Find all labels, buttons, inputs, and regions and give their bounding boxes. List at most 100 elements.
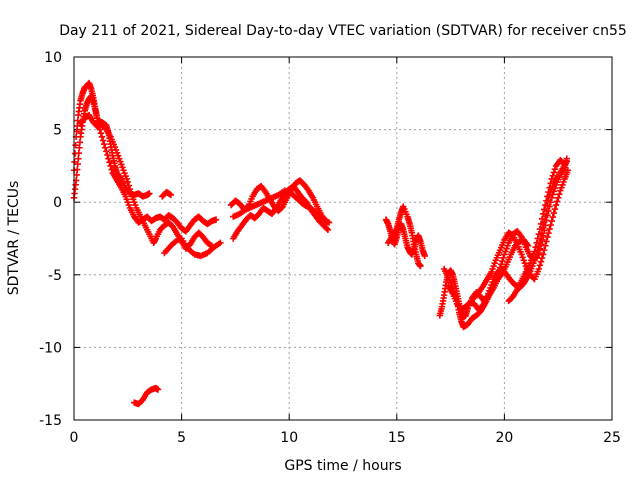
data-point <box>536 262 544 269</box>
data-point <box>320 214 327 222</box>
data-series-track-e <box>159 188 175 200</box>
data-point <box>560 160 567 167</box>
y-tick-label: 5 <box>53 123 62 139</box>
data-point <box>537 220 545 228</box>
data-series-track-b <box>70 93 220 235</box>
data-point <box>545 207 552 215</box>
data-point <box>551 184 559 192</box>
data-point <box>499 257 506 265</box>
data-point <box>71 158 78 166</box>
data-point <box>105 155 112 162</box>
data-series-track-h <box>230 187 327 222</box>
data-point <box>542 242 549 249</box>
y-tick-label: -5 <box>48 268 62 284</box>
data-point <box>543 217 550 224</box>
data-point <box>556 191 563 198</box>
data-point <box>547 199 554 206</box>
data-point <box>550 169 558 176</box>
data-point <box>278 204 285 211</box>
data-point <box>550 188 558 195</box>
data-point <box>555 194 562 202</box>
data-point <box>154 386 162 393</box>
data-point <box>553 198 561 205</box>
data-point <box>542 222 549 229</box>
data-series-track-o <box>471 167 572 302</box>
data-point <box>496 264 504 271</box>
data-point <box>76 144 83 151</box>
plot-frame <box>73 56 613 421</box>
data-point <box>539 232 547 239</box>
data-point <box>500 254 507 261</box>
data-point <box>541 227 548 234</box>
data-point <box>531 248 538 255</box>
data-point <box>535 265 543 273</box>
data-point <box>212 216 220 223</box>
data-series-track-k <box>384 203 424 270</box>
data-point <box>107 162 114 170</box>
data-point <box>546 203 553 210</box>
data-point <box>74 166 81 173</box>
data-point <box>75 155 82 162</box>
data-point <box>538 215 546 223</box>
y-tick-label: -15 <box>39 413 62 429</box>
data-point <box>73 128 80 135</box>
data-point <box>167 191 175 199</box>
data-point <box>74 160 81 168</box>
data-point <box>547 221 554 229</box>
data-point <box>541 246 548 254</box>
data-point <box>544 233 551 241</box>
chart-title: Day 211 of 2021, Sidereal Day-to-day VTE… <box>59 23 627 39</box>
data-point <box>108 166 115 173</box>
data-point <box>104 151 111 159</box>
data-point <box>542 201 549 209</box>
data-point <box>538 236 546 244</box>
data-point <box>323 225 331 232</box>
data-point <box>551 205 559 213</box>
data-point <box>324 226 332 233</box>
y-tick-label: 10 <box>44 50 62 66</box>
data-point <box>75 149 83 157</box>
data-point <box>73 171 80 179</box>
data-point <box>325 219 333 226</box>
data-point <box>547 180 554 187</box>
x-tick-label: 0 <box>70 430 79 446</box>
data-point <box>541 206 548 213</box>
data-point <box>532 244 539 251</box>
data-point <box>76 139 84 146</box>
x-tick-label: 5 <box>177 430 186 446</box>
data-point <box>545 229 552 237</box>
data-point <box>97 130 105 137</box>
y-tick-label: 0 <box>53 195 62 211</box>
data-series-track-d <box>161 235 224 260</box>
data-series-track-i <box>131 384 162 408</box>
data-point <box>537 241 545 248</box>
data-point <box>124 178 131 186</box>
data-point <box>548 217 555 225</box>
data-point <box>548 175 555 183</box>
data-point <box>549 191 557 198</box>
x-tick-labels: 0 5 10 15 20 25 <box>70 430 621 446</box>
data-point <box>543 238 550 245</box>
data-point <box>545 188 552 196</box>
data-point <box>546 184 553 191</box>
data-point <box>533 239 540 247</box>
data-point <box>539 251 547 258</box>
data-point <box>544 193 551 200</box>
x-tick-label: 15 <box>388 430 406 446</box>
plot-data <box>70 79 572 408</box>
y-axis-label: SDTVAR / TECUs <box>6 181 22 296</box>
data-point <box>217 239 224 247</box>
data-series-track-p <box>505 156 568 305</box>
x-tick-label: 20 <box>495 430 513 446</box>
data-point <box>537 258 545 265</box>
data-point <box>549 172 557 179</box>
data-point <box>536 225 544 233</box>
data-point <box>546 225 553 233</box>
data-point <box>551 165 559 173</box>
data-point <box>550 209 558 217</box>
data-series-track-n <box>445 155 571 313</box>
data-point <box>538 254 546 262</box>
data-point <box>539 210 547 218</box>
data-point <box>535 249 543 257</box>
